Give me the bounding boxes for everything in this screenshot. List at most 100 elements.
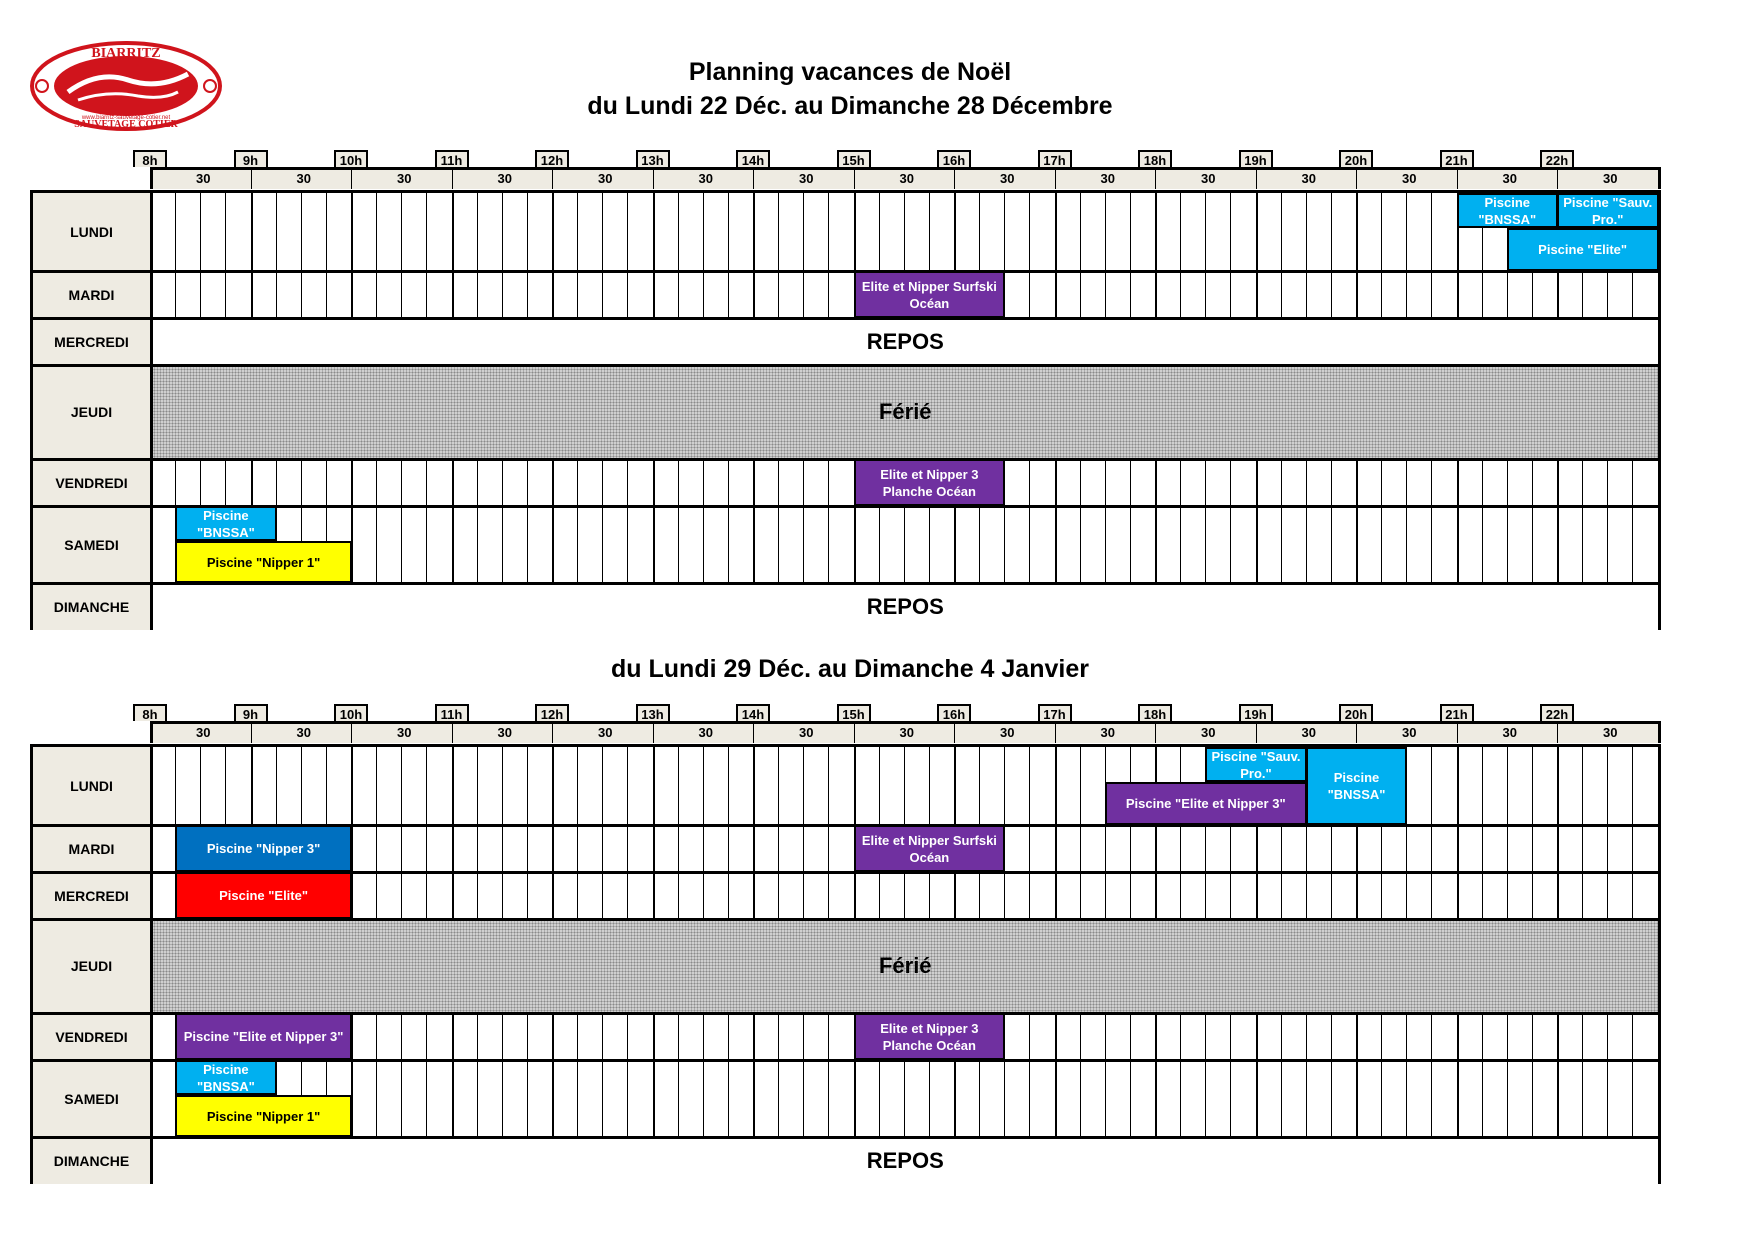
grid-line: [853, 747, 856, 825]
grid-line: [778, 747, 780, 825]
schedule-event[interactable]: Piscine "Nipper 1": [175, 1095, 352, 1137]
grid-line: [753, 193, 755, 271]
grid-line: [476, 1060, 478, 1137]
grid-line: [652, 825, 655, 872]
hour-label: 8h: [133, 704, 167, 722]
half-hour-label: 30: [296, 171, 311, 186]
schedule-event[interactable]: Elite et Nipper 3 Planche Océan: [853, 459, 1006, 506]
grid-line: [627, 506, 629, 583]
hour-label: 17h: [1037, 704, 1072, 722]
schedule-event[interactable]: Piscine "Sauv. Pro.": [1557, 193, 1659, 228]
grid-line: [1280, 193, 1282, 271]
grid-line: [702, 193, 704, 271]
schedule-event[interactable]: Elite et Nipper 3 Planche Océan: [853, 1013, 1006, 1060]
grid-line: [476, 747, 478, 825]
hour-tick: [1557, 170, 1558, 189]
grid-line: [1431, 193, 1433, 271]
grid-line: [1406, 506, 1408, 583]
grid-line: [250, 271, 253, 318]
grid-line: [954, 747, 956, 825]
grid-line: [1255, 825, 1258, 872]
day-label-lundi: LUNDI: [33, 747, 153, 825]
grid-line: [1180, 825, 1182, 872]
grid-line: [300, 271, 302, 318]
grid-line: [828, 193, 830, 271]
schedule-event[interactable]: Piscine "Elite": [175, 872, 352, 919]
schedule-event[interactable]: Piscine "BNSSA": [175, 506, 277, 541]
grid-line: [401, 271, 403, 318]
grid-line: [1632, 747, 1634, 825]
hour-tick: [753, 724, 754, 743]
grid-line: [1280, 1013, 1282, 1060]
hour-label: 13h: [635, 150, 670, 168]
schedule-event[interactable]: Piscine "Nipper 1": [175, 541, 352, 583]
grid-line: [979, 872, 981, 919]
grid-line: [577, 872, 579, 919]
grid-line: [1129, 271, 1131, 318]
week-2-title: du Lundi 29 Déc. au Dimanche 4 Janvier: [611, 655, 1089, 683]
schedule-event[interactable]: Piscine "Elite et Nipper 3": [175, 1013, 352, 1060]
grid-line: [1456, 271, 1459, 318]
grid-line: [753, 1013, 755, 1060]
half-hour-label: 30: [1201, 725, 1216, 740]
schedule-event[interactable]: Piscine "Nipper 3": [175, 825, 352, 872]
grid-line: [1104, 872, 1106, 919]
svg-text:www.biarritz-sauvetage-cotier.: www.biarritz-sauvetage-cotier.net: [81, 115, 171, 121]
grid-line: [753, 1060, 755, 1137]
grid-line: [1230, 506, 1232, 583]
hour-tick: [954, 170, 955, 189]
schedule-event[interactable]: Piscine "Elite et Nipper 3": [1104, 782, 1307, 825]
hour-label: 21h: [1439, 704, 1474, 722]
grid-line: [979, 1060, 981, 1137]
grid-line: [954, 1060, 956, 1137]
schedule-event[interactable]: Piscine "Elite": [1506, 228, 1659, 271]
grid-line: [451, 193, 454, 271]
grid-line: [401, 1013, 403, 1060]
grid-line: [1330, 825, 1332, 872]
schedule-event[interactable]: Elite et Nipper Surfski Océan: [853, 271, 1006, 318]
schedule-event[interactable]: Piscine "Sauv. Pro.": [1205, 747, 1307, 782]
grid-line: [175, 193, 177, 271]
grid-line: [753, 825, 755, 872]
grid-line: [1129, 506, 1131, 583]
grid-line: [677, 459, 679, 506]
grid-line: [702, 747, 704, 825]
grid-line: [903, 1060, 905, 1137]
schedule-event[interactable]: Elite et Nipper Surfski Océan: [853, 825, 1006, 872]
grid-line: [1557, 872, 1559, 919]
grid-line: [1180, 872, 1182, 919]
grid-line: [1255, 872, 1258, 919]
grid-line: [1054, 1060, 1057, 1137]
grid-line: [652, 1013, 655, 1060]
hour-label: 17h: [1037, 150, 1072, 168]
grid-line: [1431, 506, 1433, 583]
grid-line: [1129, 459, 1131, 506]
grid-line: [602, 271, 604, 318]
grid-line: [1129, 1060, 1131, 1137]
grid-line: [1607, 1060, 1609, 1137]
grid-line: [426, 271, 428, 318]
grid-line: [250, 747, 253, 825]
schedule-event[interactable]: Piscine "BNSSA": [1456, 193, 1558, 228]
hour-label: 22h: [1540, 704, 1574, 722]
grid-line: [627, 1013, 629, 1060]
row-separator: [33, 917, 1658, 921]
grid-line: [451, 1013, 454, 1060]
schedule-event[interactable]: Piscine "BNSSA": [175, 1060, 277, 1095]
grid-line: [1632, 271, 1634, 318]
grid-line: [376, 193, 378, 271]
schedule-event[interactable]: Piscine "BNSSA": [1305, 747, 1408, 825]
day-label-mardi: MARDI: [33, 271, 153, 318]
grid-line: [1431, 1060, 1433, 1137]
half-hour-label: 30: [1201, 171, 1216, 186]
grid-line: [602, 1013, 604, 1060]
grid-line: [1054, 825, 1057, 872]
grid-line: [577, 825, 579, 872]
grid-line: [677, 825, 679, 872]
svg-text:BIARRITZ: BIARRITZ: [91, 46, 160, 61]
week-1-title: du Lundi 22 Déc. au Dimanche 28 Décembre: [587, 92, 1113, 120]
grid-line: [1582, 459, 1584, 506]
grid-line: [1456, 747, 1459, 825]
grid-line: [1356, 459, 1358, 506]
grid-line: [803, 1013, 805, 1060]
